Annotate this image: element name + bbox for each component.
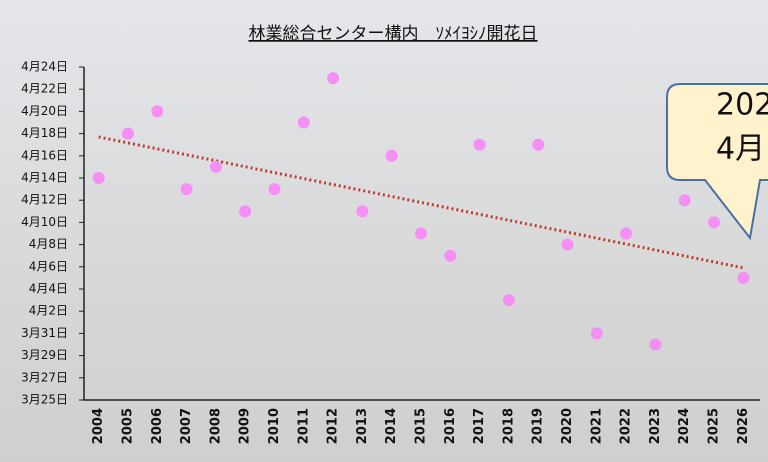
point xyxy=(385,149,398,162)
y-tick-label: 3月29日 xyxy=(21,348,68,362)
y-tick-label: 4月12日 xyxy=(21,193,68,207)
chart-title: 林業総合センター構内 ｿﾒｲﾖｼﾉ開花日 xyxy=(249,24,538,44)
x-tick-label: 2024 xyxy=(677,408,692,444)
point xyxy=(415,227,427,240)
x-tick-label: 2009 xyxy=(238,408,253,444)
x-tick-label: 2005 xyxy=(120,408,135,444)
y-tick-label: 3月25日 xyxy=(21,393,68,407)
y-tick-label: 3月27日 xyxy=(21,370,68,384)
y-tick-label: 4月8日 xyxy=(29,237,68,251)
point xyxy=(473,138,486,151)
point xyxy=(356,205,369,218)
point xyxy=(561,238,574,251)
x-tick-label: 2017 xyxy=(472,408,487,444)
point xyxy=(180,183,193,196)
x-tick-label: 2012 xyxy=(326,408,341,444)
point xyxy=(92,172,105,184)
x-tick-label: 2006 xyxy=(150,408,165,444)
callout-box xyxy=(666,83,768,241)
callout-text: 4月 xyxy=(716,132,765,167)
point xyxy=(649,338,662,351)
y-tick-label: 4月6日 xyxy=(29,259,68,273)
x-tick-label: 2011 xyxy=(296,408,311,444)
y-tick-label: 4月14日 xyxy=(21,171,68,185)
y-tick-label: 4月22日 xyxy=(21,82,68,96)
y-tick-label: 4月4日 xyxy=(29,282,68,296)
point xyxy=(737,271,750,284)
y-tick-label: 4月16日 xyxy=(21,148,68,162)
x-tick-label: 2015 xyxy=(414,408,429,444)
point xyxy=(297,116,310,129)
point xyxy=(268,183,281,196)
point xyxy=(327,72,340,85)
trendline xyxy=(98,135,744,270)
point xyxy=(502,294,515,307)
x-tick-label: 2007 xyxy=(179,408,194,444)
y-tick-label: 4月2日 xyxy=(29,304,68,318)
point xyxy=(678,194,691,207)
y-tick-label: 4月10日 xyxy=(21,215,68,229)
x-tick-label: 2021 xyxy=(589,408,604,444)
y-tick-label: 3月31日 xyxy=(21,326,68,340)
callout-text: 202 xyxy=(716,88,768,123)
x-tick-label: 2019 xyxy=(531,408,546,444)
x-tick-label: 2008 xyxy=(208,408,223,444)
x-tick-label: 2014 xyxy=(384,408,399,444)
point xyxy=(590,327,603,340)
point xyxy=(121,127,134,140)
x-tick-label: 2025 xyxy=(707,408,722,444)
x-tick-label: 2023 xyxy=(648,408,663,444)
x-tick-label: 2026 xyxy=(736,408,751,444)
y-tick-label: 4月24日 xyxy=(21,60,68,74)
x-tick-label: 2022 xyxy=(619,408,634,444)
point xyxy=(239,205,252,218)
callout: 202 4月 xyxy=(666,83,768,241)
y-tick-label: 4月18日 xyxy=(21,126,68,140)
x-tick-label: 2018 xyxy=(501,408,516,444)
point xyxy=(444,249,457,262)
point xyxy=(532,138,545,151)
x-tick-label: 2010 xyxy=(267,408,282,444)
x-tick-label: 2013 xyxy=(355,408,370,444)
x-tick-label: 2016 xyxy=(443,408,458,444)
point xyxy=(209,160,222,173)
point xyxy=(708,216,721,229)
point xyxy=(620,227,633,240)
x-tick-label: 2004 xyxy=(91,408,106,444)
point xyxy=(151,105,164,118)
x-tick-label: 2020 xyxy=(560,408,575,444)
y-tick-label: 4月20日 xyxy=(21,104,68,118)
